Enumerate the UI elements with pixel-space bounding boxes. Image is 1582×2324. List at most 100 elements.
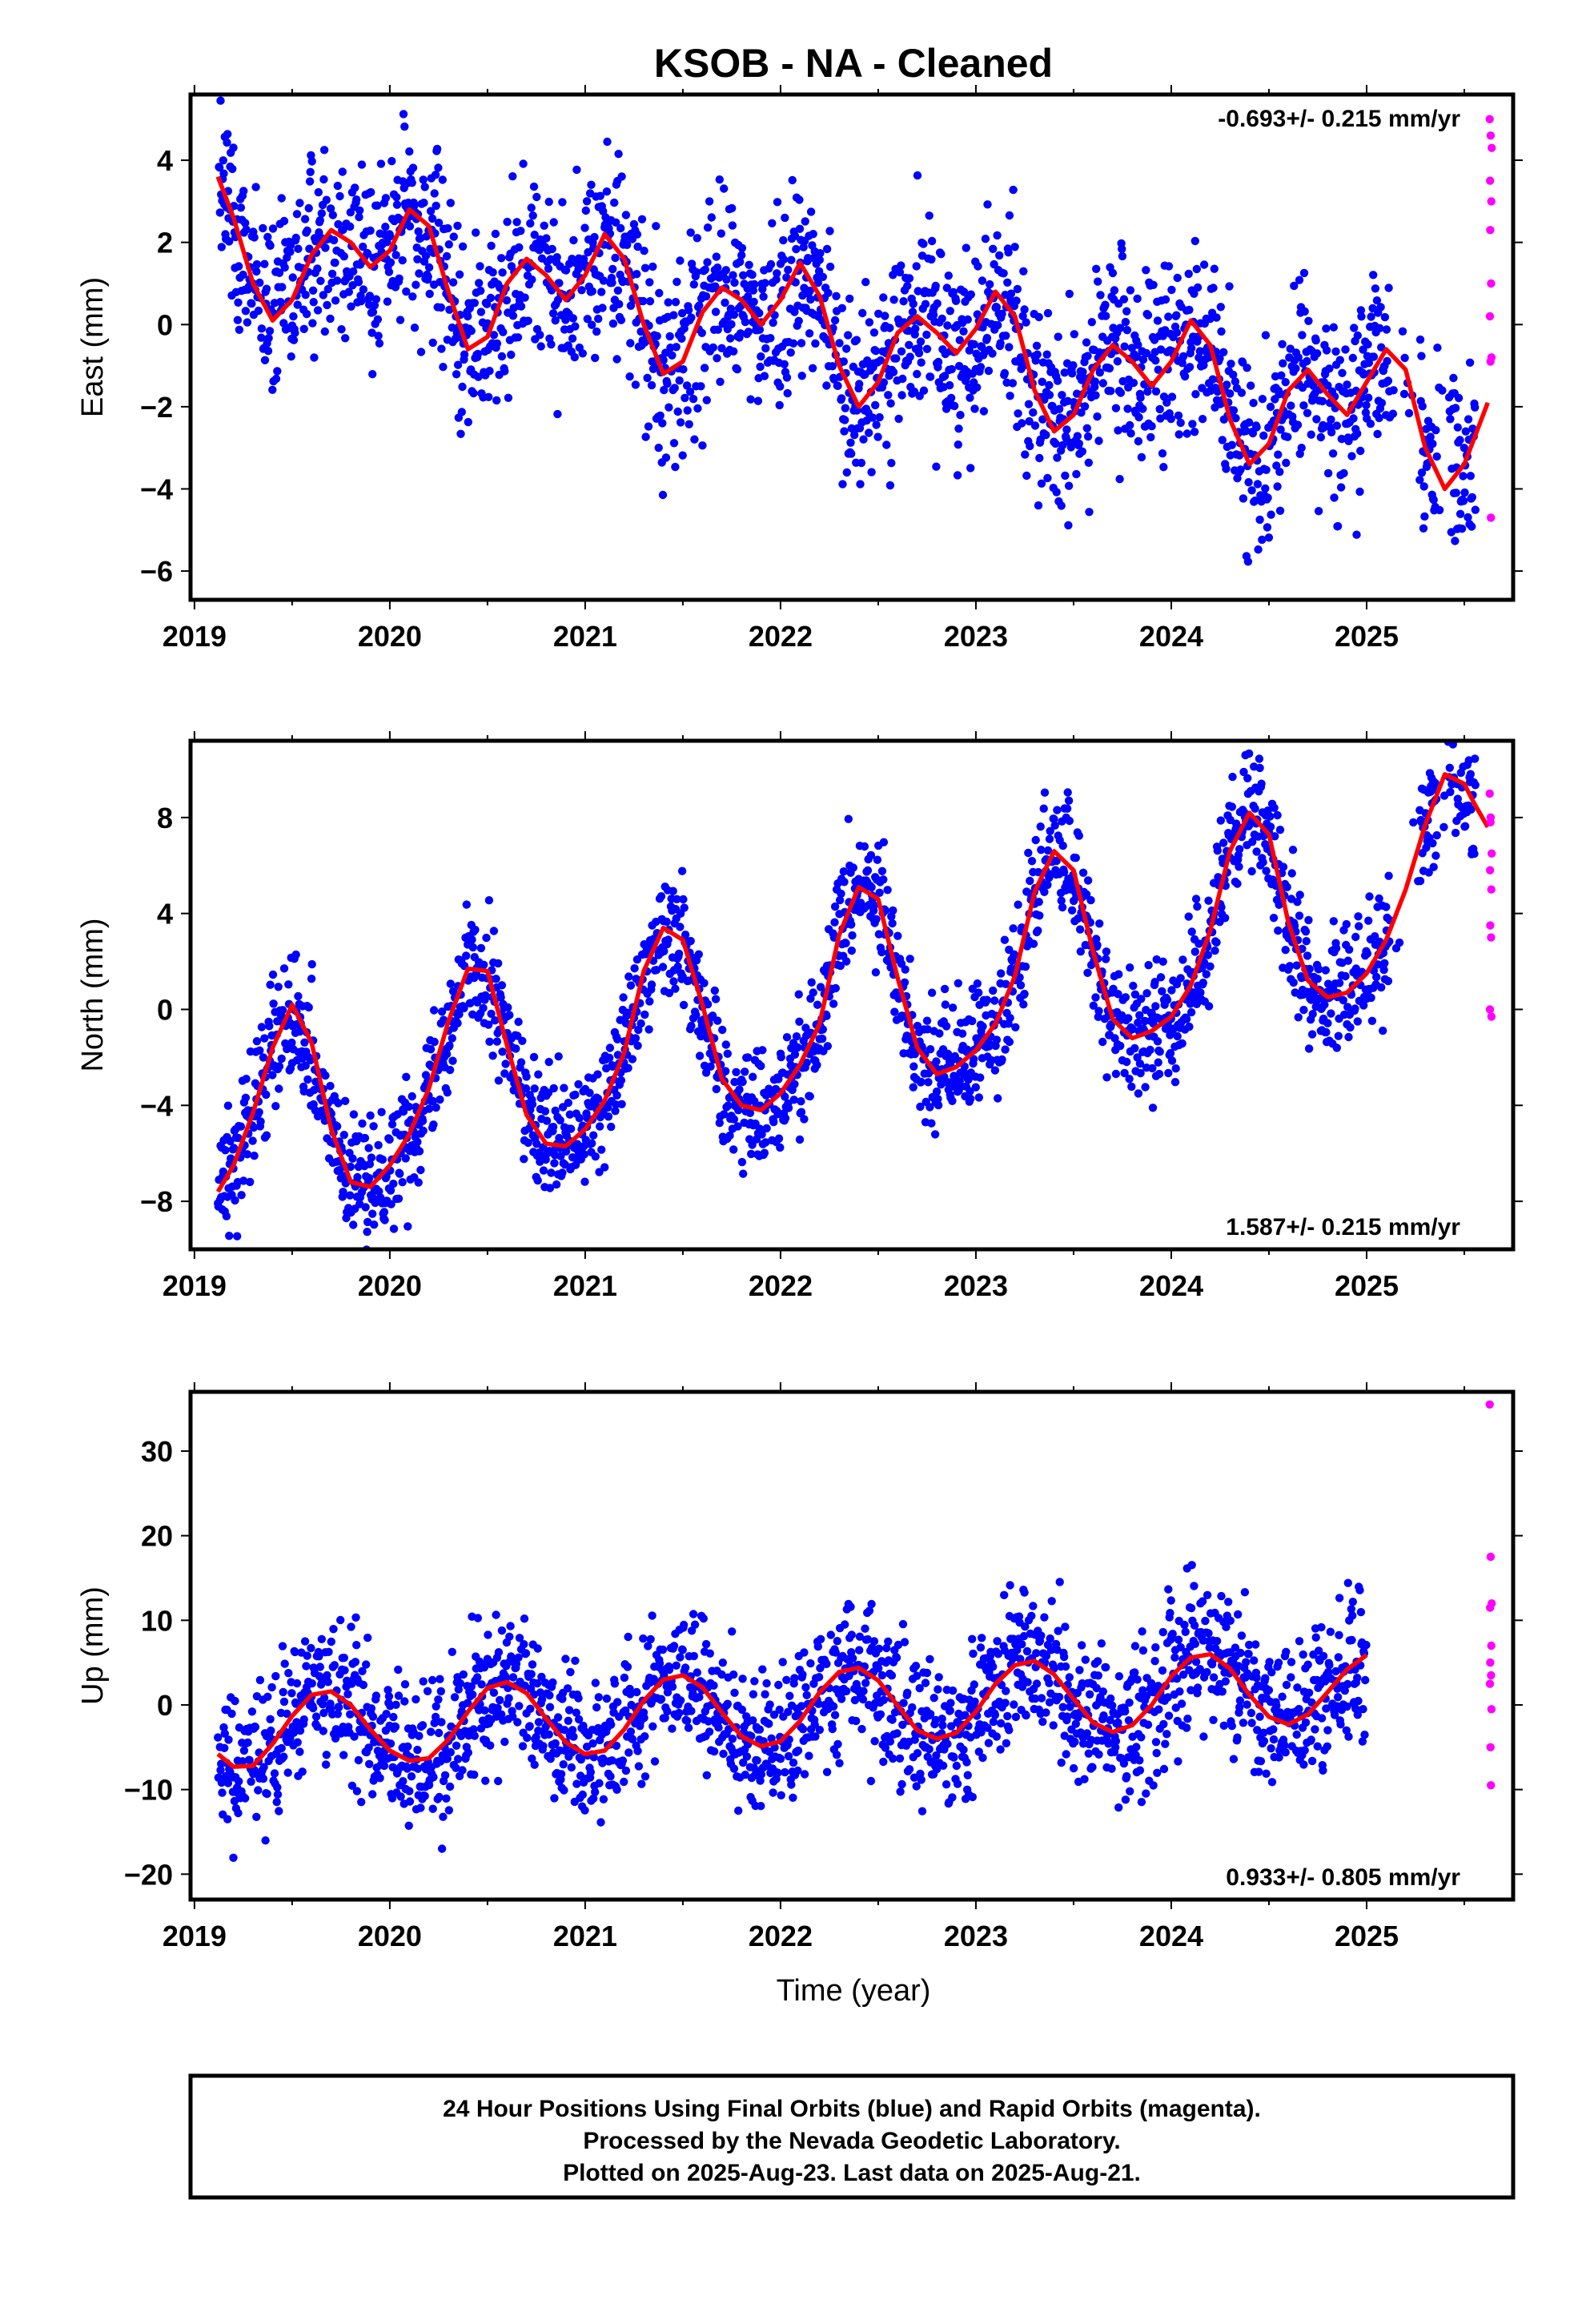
data-point [528,1660,536,1668]
data-point [1006,1038,1014,1046]
data-point [512,218,520,226]
data-point [426,290,434,298]
data-point [1295,911,1303,919]
data-point [484,393,492,401]
data-point [646,297,654,305]
data-point [496,1696,504,1704]
data-point [514,333,522,341]
data-point [789,176,797,184]
data-point [1099,379,1107,387]
data-point [833,382,841,390]
data-point [1177,974,1185,982]
data-point [783,373,791,381]
data-point [659,963,667,971]
data-point [1354,1017,1362,1025]
data-point [718,1026,726,1034]
data-point [1083,352,1091,360]
data-point [1144,961,1152,969]
data-point [636,1019,644,1027]
data-point [341,334,349,342]
rapid-point [1488,850,1496,858]
data-point [614,150,622,158]
data-point [867,468,875,476]
data-point [314,306,322,314]
data-point [946,381,954,389]
data-point [1291,364,1299,372]
data-point [1018,419,1026,427]
data-point [924,1078,932,1086]
data-point [310,298,318,306]
data-point [485,1038,493,1046]
data-point [735,1085,743,1093]
data-point [630,964,638,972]
data-point [430,1006,438,1014]
data-point [917,359,926,367]
data-point [449,278,457,286]
data-point [709,344,717,352]
data-point [515,243,523,251]
data-point [279,1642,287,1650]
data-point [503,218,511,226]
data-point [328,270,336,278]
data-point [1033,342,1041,350]
data-point [729,1145,737,1153]
data-point [1214,846,1222,854]
data-point [1191,428,1199,436]
data-point [528,1100,536,1108]
data-point [264,334,272,342]
data-point [305,1003,313,1011]
data-point [450,232,458,240]
data-point [1419,525,1427,533]
data-point [1009,379,1017,387]
x-tick-label: 2023 [944,620,1008,653]
data-point [1462,728,1470,736]
data-point [845,815,853,823]
data-point [865,428,873,436]
data-point [274,1791,282,1799]
data-point [404,1743,412,1751]
data-point [784,389,792,397]
data-point [1185,270,1193,278]
data-point [1332,944,1340,952]
data-point [532,193,540,201]
data-point [1439,823,1447,831]
data-point [942,1022,950,1030]
data-point [1082,338,1090,346]
data-point [685,306,693,314]
data-point [537,342,545,350]
data-point [754,397,762,405]
data-point [1034,351,1042,359]
data-point [420,175,428,183]
data-point [795,195,803,203]
data-point [495,1076,503,1084]
data-point [218,1788,226,1796]
data-point [1191,947,1199,955]
data-point [1301,308,1309,316]
data-point [1257,780,1265,788]
data-point [983,996,991,1004]
data-point [643,374,651,382]
data-point [446,1066,454,1074]
data-point [1006,211,1014,219]
data-point [1433,344,1441,352]
data-point [1384,872,1392,880]
data-point [864,866,872,875]
data-point [530,183,538,191]
data-point [366,1112,374,1120]
data-point [648,263,656,271]
data-point [359,285,367,293]
data-point [1102,1073,1110,1081]
data-point [974,979,982,987]
data-point [383,297,391,305]
data-point [1211,947,1219,955]
data-point [1061,472,1069,480]
data-point [389,1713,397,1721]
data-point [1354,912,1362,920]
data-point [1454,424,1462,432]
data-point [1040,805,1048,813]
data-point [459,243,467,251]
data-point [380,1762,388,1770]
data-point [663,380,671,388]
data-point [713,1085,721,1093]
data-point [805,329,813,337]
